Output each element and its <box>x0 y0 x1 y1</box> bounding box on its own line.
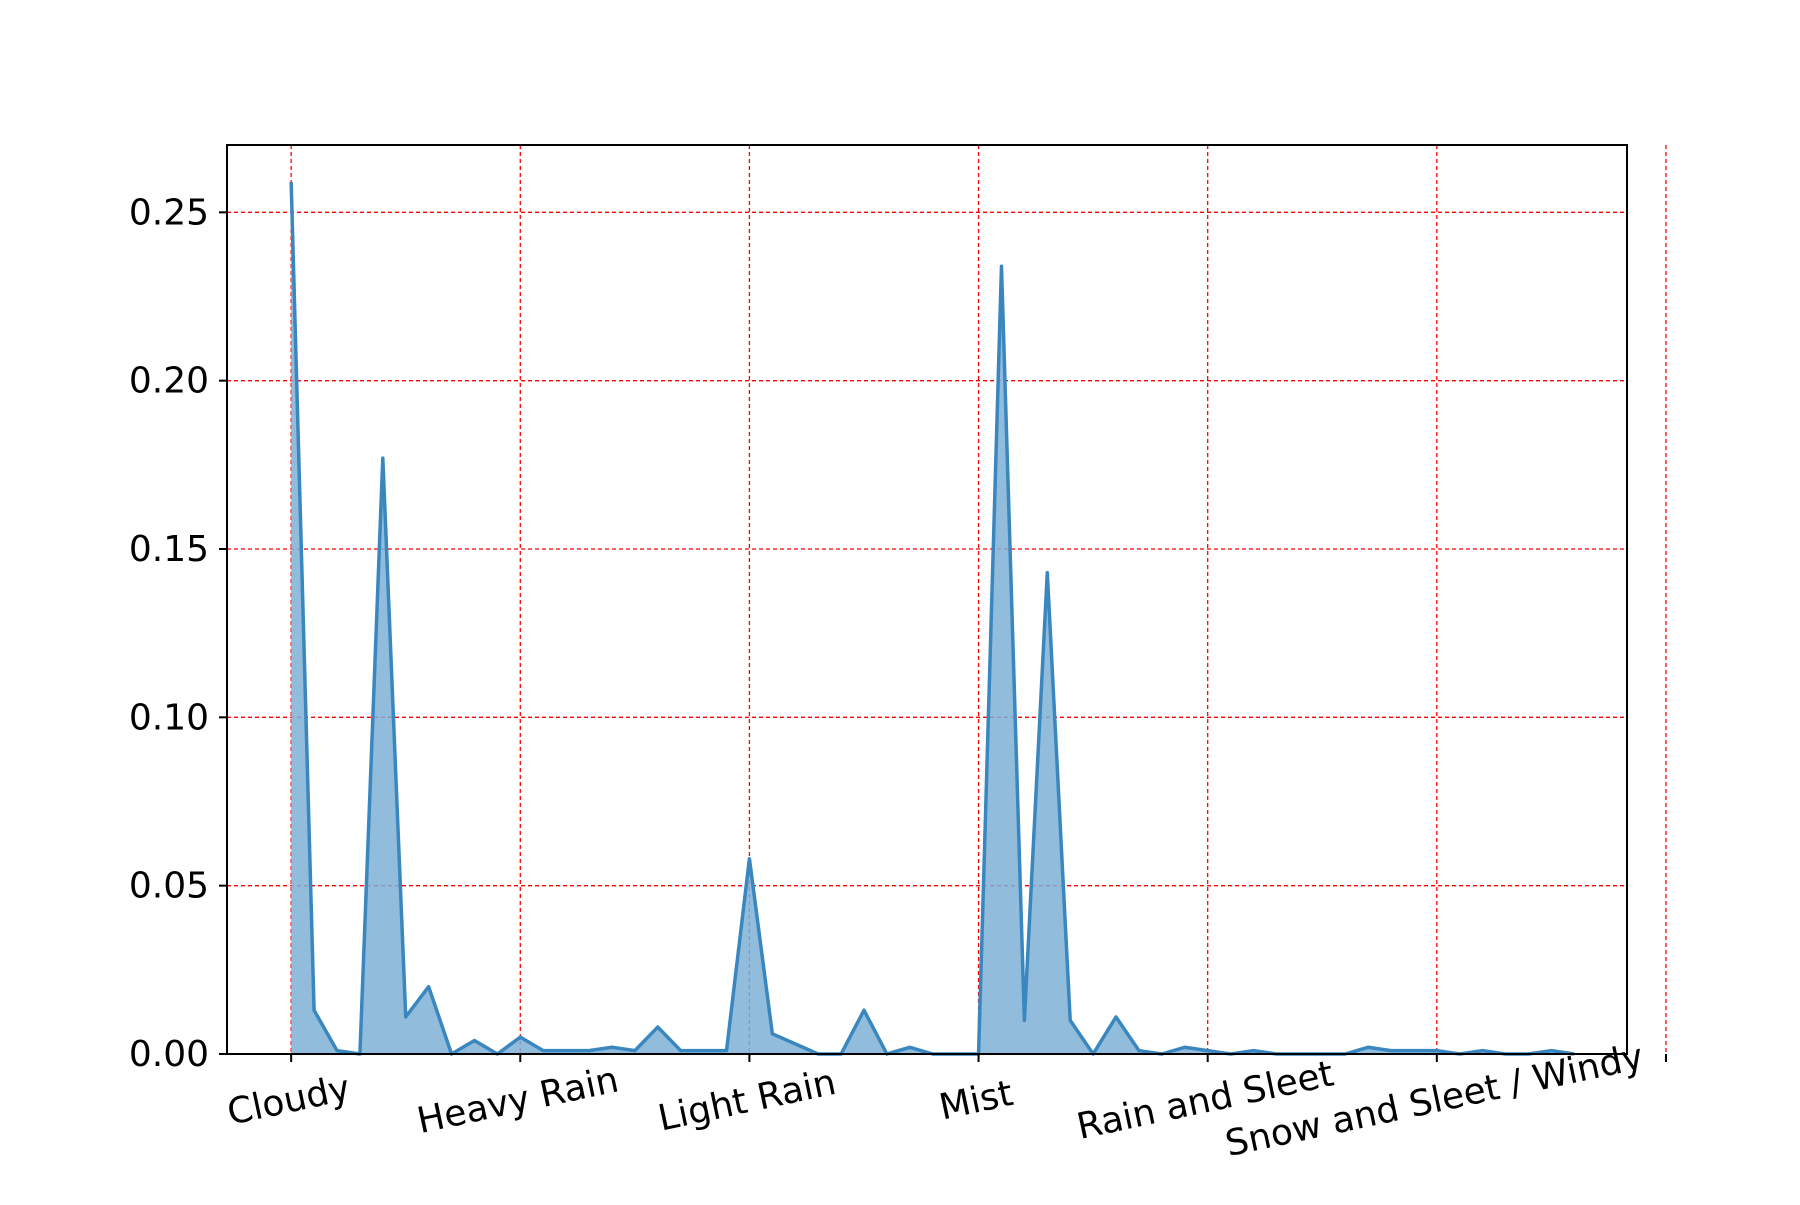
axes <box>219 145 1666 1062</box>
y-tick-label-2: 0.10 <box>129 697 209 738</box>
series-line <box>291 182 1574 1054</box>
x-tick-label-3: Mist <box>936 1073 1017 1128</box>
x-tick-label-1: Heavy Rain <box>414 1059 622 1142</box>
tick-labels: 0.00 0.05 0.10 0.15 0.20 0.25 Cloudy Heavy Rain… <box>129 192 1647 1165</box>
x-tick-label-0: Cloudy <box>224 1068 354 1134</box>
y-tick-label-3: 0.15 <box>129 529 209 570</box>
x-tick-label-2: Light Rain <box>655 1062 840 1140</box>
series-area <box>291 182 1574 1054</box>
series-area-fill <box>291 182 1574 1054</box>
plot-frame <box>227 145 1627 1054</box>
grid-lines <box>227 145 1666 1054</box>
y-tick-label-0: 0.00 <box>129 1034 209 1075</box>
y-tick-label-4: 0.20 <box>129 361 209 402</box>
y-tick-label-5: 0.25 <box>129 192 209 233</box>
y-tick-label-1: 0.05 <box>129 866 209 907</box>
